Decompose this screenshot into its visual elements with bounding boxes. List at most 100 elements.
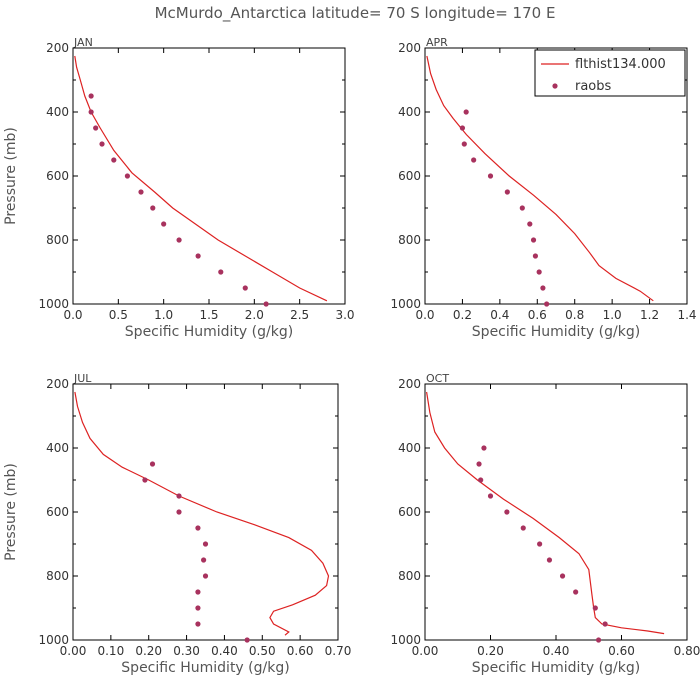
panel-title: JUL — [73, 372, 92, 385]
raob-point — [603, 621, 608, 626]
raob-point — [176, 493, 181, 498]
raob-point — [540, 285, 545, 290]
model-line — [75, 392, 329, 635]
x-tick-label: 0.60 — [608, 644, 635, 658]
y-tick-label: 600 — [46, 505, 69, 519]
panel-frame — [73, 384, 338, 640]
raob-point — [520, 205, 525, 210]
model-line — [75, 56, 327, 301]
y-tick-label: 400 — [46, 441, 69, 455]
y-tick-label: 600 — [46, 169, 69, 183]
figure: McMurdo_Antarctica latitude= 70 S longit… — [0, 0, 700, 700]
raob-point — [547, 557, 552, 562]
y-tick-label: 800 — [46, 233, 69, 247]
x-tick-label: 0.8 — [565, 308, 584, 322]
raob-point — [161, 221, 166, 226]
raob-point — [150, 461, 155, 466]
raob-point — [89, 93, 94, 98]
x-tick-label: 0.0 — [63, 308, 82, 322]
raob-point — [527, 221, 532, 226]
raob-point — [150, 205, 155, 210]
raob-point — [203, 573, 208, 578]
legend: flthist134.000raobs — [535, 50, 685, 96]
raob-point — [195, 621, 200, 626]
raob-point — [125, 173, 130, 178]
y-tick-label: 400 — [398, 441, 421, 455]
raob-point — [138, 189, 143, 194]
raob-point — [89, 109, 94, 114]
x-tick-label: 0.70 — [325, 644, 352, 658]
raob-point — [531, 237, 536, 242]
y-tick-label: 400 — [46, 105, 69, 119]
raob-point — [462, 141, 467, 146]
raob-point — [488, 173, 493, 178]
raob-point — [533, 253, 538, 258]
y-tick-label: 400 — [398, 105, 421, 119]
x-tick-label: 0.20 — [477, 644, 504, 658]
x-tick-label: 3.0 — [335, 308, 354, 322]
x-tick-label: 2.5 — [290, 308, 309, 322]
x-tick-label: 1.5 — [199, 308, 218, 322]
x-tick-label: 0.00 — [412, 644, 439, 658]
raob-point — [99, 141, 104, 146]
raob-point — [176, 509, 181, 514]
raob-point — [488, 493, 493, 498]
y-tick-label: 200 — [46, 41, 69, 55]
raob-point — [201, 557, 206, 562]
figure-title: McMurdo_Antarctica latitude= 70 S longit… — [155, 4, 556, 23]
raob-point — [195, 605, 200, 610]
x-tick-label: 0.40 — [543, 644, 570, 658]
raob-point — [471, 157, 476, 162]
x-axis-label: Specific Humidity (g/kg) — [472, 660, 640, 676]
raob-point — [111, 157, 116, 162]
panel-title: APR — [426, 36, 448, 49]
y-tick-label: 800 — [398, 569, 421, 583]
raob-point — [478, 477, 483, 482]
raob-point — [203, 541, 208, 546]
raob-point — [243, 285, 248, 290]
raob-point — [593, 605, 598, 610]
legend-point-swatch — [552, 83, 557, 88]
raob-point — [264, 301, 269, 306]
x-tick-label: 0.60 — [287, 644, 314, 658]
raob-point — [505, 189, 510, 194]
raob-point — [196, 253, 201, 258]
y-tick-label: 800 — [398, 233, 421, 247]
y-axis-label: Pressure (mb) — [3, 463, 19, 561]
y-tick-label: 200 — [398, 41, 421, 55]
raob-point — [521, 525, 526, 530]
raob-point — [218, 269, 223, 274]
raob-point — [560, 573, 565, 578]
x-tick-label: 0.30 — [173, 644, 200, 658]
raob-point — [544, 301, 549, 306]
y-tick-label: 600 — [398, 169, 421, 183]
x-tick-label: 2.0 — [245, 308, 264, 322]
raob-point — [596, 637, 601, 642]
panel-title: JAN — [73, 36, 93, 49]
raob-point — [195, 525, 200, 530]
panel-frame — [73, 48, 345, 304]
x-tick-label: 1.4 — [677, 308, 696, 322]
x-tick-label: 0.5 — [109, 308, 128, 322]
x-tick-label: 0.20 — [135, 644, 162, 658]
x-axis-label: Specific Humidity (g/kg) — [472, 324, 640, 340]
x-tick-label: 1.2 — [640, 308, 659, 322]
y-tick-label: 200 — [46, 377, 69, 391]
panel-frame — [425, 384, 687, 640]
panel-title: OCT — [426, 372, 449, 385]
raob-point — [460, 125, 465, 130]
raob-point — [537, 541, 542, 546]
x-tick-label: 0.00 — [60, 644, 87, 658]
y-tick-label: 800 — [46, 569, 69, 583]
x-tick-label: 0.80 — [674, 644, 700, 658]
x-tick-label: 0.40 — [211, 644, 238, 658]
raob-point — [176, 237, 181, 242]
x-tick-label: 0.0 — [415, 308, 434, 322]
y-tick-label: 200 — [398, 377, 421, 391]
x-tick-label: 1.0 — [603, 308, 622, 322]
